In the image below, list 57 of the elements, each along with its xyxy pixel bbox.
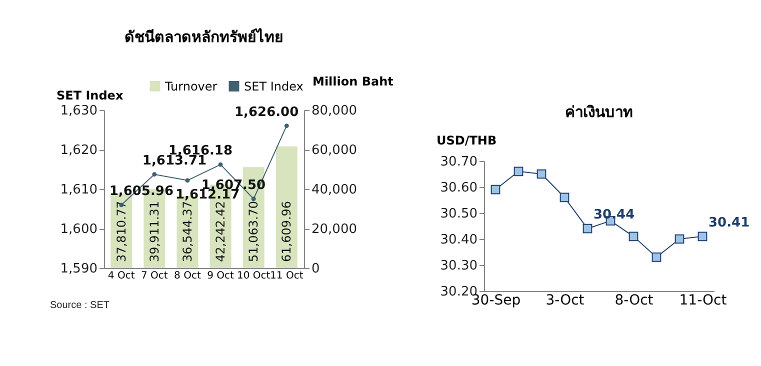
point [514, 166, 524, 176]
data-label: 37,810.77 [114, 200, 128, 262]
source-note: Source : SET [50, 300, 110, 311]
point [152, 172, 157, 177]
y-axis-title: USD/THB [436, 134, 497, 148]
y-axis-title: SET Index [56, 88, 124, 102]
x-tick-label: 4 Oct [108, 270, 135, 282]
point [698, 232, 708, 242]
legend-label: Turnover [164, 79, 218, 94]
y-tick-label: 1,610 [60, 182, 98, 198]
y2-tick-label: 0 [312, 262, 320, 276]
point [490, 184, 500, 194]
y2-tick-label: 60,000 [312, 143, 357, 158]
data-label: 42,242.42 [214, 200, 228, 262]
y-tick-label: 1,620 [60, 143, 98, 158]
x-tick-label: 3-Oct [546, 292, 585, 308]
point [251, 196, 256, 202]
x-tick-label: 11-Oct [679, 292, 728, 308]
y2-tick-label: 80,000 [312, 104, 357, 118]
point [560, 192, 570, 202]
x-tick-label: 10 Oct [236, 270, 270, 282]
point [218, 162, 223, 167]
data-label: 61,609.96 [280, 200, 294, 262]
data-label: 30.41 [708, 215, 750, 230]
data-label: 39,911.31 [147, 200, 162, 262]
data-label: 36,544.37 [180, 200, 194, 262]
y-tick-label: 30.30 [440, 258, 478, 274]
y-tick-label: 30.40 [440, 232, 478, 248]
y-tick-label: 30.50 [440, 206, 478, 222]
data-label: 30.44 [594, 208, 635, 223]
x-tick-label: 9 Oct [207, 270, 234, 282]
point [536, 169, 546, 179]
point [582, 224, 592, 234]
y2-tick-label: 40,000 [312, 182, 357, 198]
point [628, 232, 638, 242]
chart-title: ค่าเงินบาท [565, 103, 633, 121]
x-tick-label: 7 Oct [140, 270, 168, 282]
x-tick-label: 8-Oct [614, 292, 654, 308]
y2-tick-label: 20,000 [312, 222, 357, 237]
x-tick-label: 8 Oct [174, 270, 201, 282]
data-label: 51,063.70 [246, 200, 261, 262]
point [185, 178, 190, 183]
point [284, 124, 289, 128]
point [674, 234, 684, 244]
y-tick-label: 30.60 [440, 180, 478, 196]
y-tick-label: 1,600 [60, 222, 98, 237]
y-tick-label: 30.70 [440, 154, 478, 170]
legend-label: SET Index [244, 79, 304, 94]
y-tick-label: 1,630 [60, 104, 98, 118]
y-tick-label: 1,590 [60, 262, 98, 276]
point [652, 252, 662, 262]
chart-title: ดัชนีตลาดหลักทรัพย์ไทย [124, 27, 284, 46]
bar [276, 146, 298, 268]
data-label: 1,612.17 [175, 187, 240, 202]
x-tick-label: 11 Oct [270, 270, 304, 282]
y2-axis-title: Million Baht [312, 74, 394, 88]
data-label: 1,626.00 [234, 104, 299, 120]
